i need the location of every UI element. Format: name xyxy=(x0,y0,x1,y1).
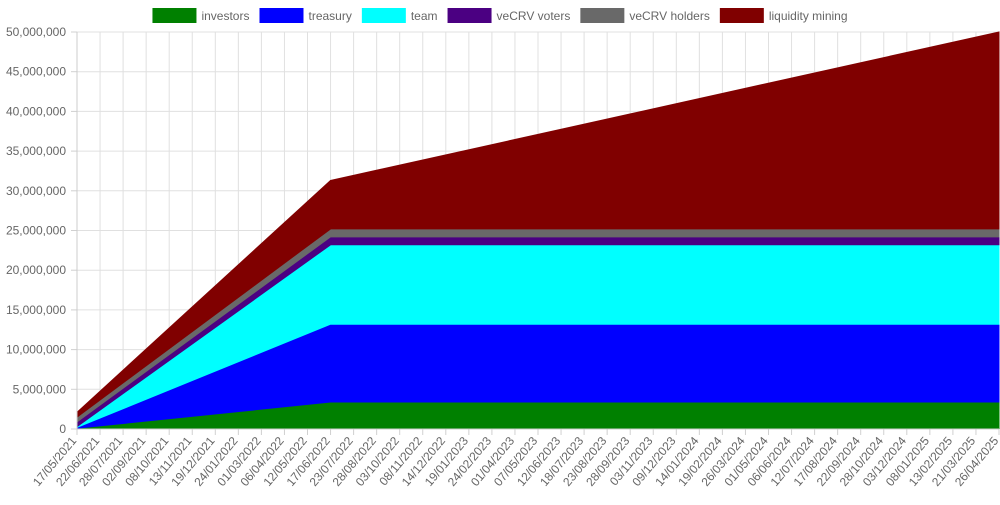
legend: investors treasury team veCRV voters veCRV h… xyxy=(152,8,848,23)
legend-item[interactable]: liquidity mining xyxy=(719,8,848,23)
legend-label: investors xyxy=(201,9,249,23)
legend-swatch xyxy=(580,8,625,23)
y-tick-label: 30,000,000 xyxy=(6,184,66,198)
legend-label: veCRV holders xyxy=(629,9,709,23)
legend-swatch xyxy=(361,8,406,23)
legend-label: liquidity mining xyxy=(769,9,848,23)
y-tick-label: 10,000,000 xyxy=(6,343,66,357)
legend-label: team xyxy=(411,9,438,23)
legend-swatch xyxy=(719,8,764,23)
legend-item[interactable]: veCRV voters xyxy=(447,8,571,23)
y-tick-label: 35,000,000 xyxy=(6,144,66,158)
legend-item[interactable]: investors xyxy=(152,8,249,23)
y-tick-label: 45,000,000 xyxy=(6,65,66,79)
y-tick-label: 25,000,000 xyxy=(6,224,66,238)
y-tick-label: 50,000,000 xyxy=(6,25,66,39)
y-tick-label: 20,000,000 xyxy=(6,263,66,277)
legend-swatch xyxy=(447,8,492,23)
legend-label: treasury xyxy=(308,9,351,23)
legend-item[interactable]: treasury xyxy=(259,8,352,23)
legend-item[interactable]: veCRV holders xyxy=(580,8,710,23)
y-tick-label: 40,000,000 xyxy=(6,104,66,118)
y-tick-label: 0 xyxy=(59,422,66,436)
legend-label: veCRV voters xyxy=(497,9,571,23)
y-tick-label: 5,000,000 xyxy=(13,382,67,396)
legend-swatch xyxy=(259,8,304,23)
legend-swatch xyxy=(152,8,197,23)
y-tick-label: 15,000,000 xyxy=(6,303,66,317)
legend-item[interactable]: team xyxy=(361,8,438,23)
area-layer xyxy=(76,31,1000,430)
